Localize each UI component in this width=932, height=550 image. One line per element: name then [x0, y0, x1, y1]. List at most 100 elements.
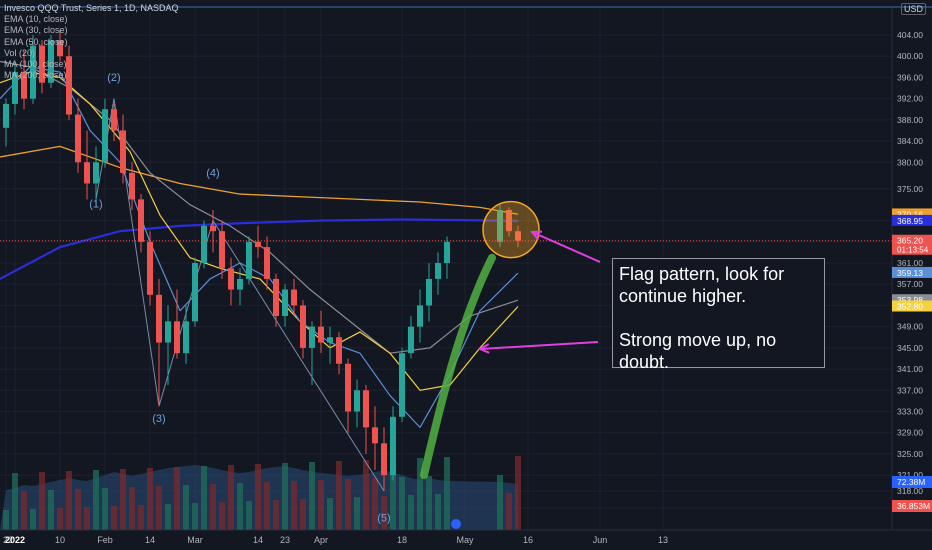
price-label: 353.98 — [897, 295, 923, 305]
indicator-ma200[interactable]: MA (200, close) — [4, 70, 67, 81]
indicator-vol[interactable]: Vol (20) — [4, 47, 36, 58]
ma100-line — [0, 145, 519, 215]
candle-body — [165, 321, 171, 343]
wave-label-2: (2) — [107, 72, 120, 84]
time-tick-label: Feb — [97, 535, 113, 545]
candle-body — [381, 443, 387, 476]
wave-label-5: (5) — [377, 512, 390, 524]
wave-label-4: (4) — [206, 168, 219, 180]
candle-body — [192, 263, 198, 322]
candle-body — [111, 109, 117, 131]
volume-bar — [192, 503, 198, 530]
candle-body — [66, 56, 72, 115]
price-label: 359.13 — [897, 268, 923, 278]
volume-bar — [426, 476, 432, 530]
volume-bar — [506, 493, 512, 530]
candle-body — [120, 130, 126, 173]
indicator-ema10[interactable]: EMA (10, close) — [4, 14, 68, 25]
price-label: 370.16 — [897, 209, 923, 219]
price-tick-label: 341.00 — [897, 364, 923, 374]
volume-bar — [282, 463, 288, 530]
price-tick-label: 337.00 — [897, 385, 923, 395]
wave-label-3: (3) — [152, 413, 165, 425]
volume-bar — [30, 509, 36, 530]
volume-bar — [174, 467, 180, 530]
candle-body — [435, 263, 441, 279]
trend-highlight — [420, 253, 496, 480]
volume-bar — [291, 481, 297, 530]
price-tick-label: 321.00 — [897, 470, 923, 480]
volume-bar — [497, 475, 503, 530]
volume-bar — [318, 480, 324, 530]
volume-bar — [399, 477, 405, 530]
time-tick-label: 22 — [3, 535, 13, 545]
price-tick-label: 357.00 — [897, 279, 923, 289]
annotation-box[interactable]: Flag pattern, look for continue higher. … — [612, 258, 825, 372]
volume-bar — [381, 496, 387, 530]
candle-body — [201, 225, 207, 264]
candle-body — [327, 337, 333, 343]
volume-bar — [120, 469, 126, 530]
volume-bar — [363, 460, 369, 530]
price-tick-label: 318.00 — [897, 486, 923, 496]
candle-body — [75, 114, 81, 163]
volume-bar — [75, 489, 81, 530]
time-tick-label: 18 — [397, 535, 407, 545]
price-label: 352.80 — [897, 301, 923, 311]
volume-bar — [408, 495, 414, 530]
candle-body — [515, 231, 521, 241]
candle-body — [48, 40, 54, 83]
time-tick-label: Jun — [593, 535, 608, 545]
volume-label-bg — [892, 476, 932, 488]
price-tick-label: 345.00 — [897, 343, 923, 353]
ma200-line — [0, 218, 519, 280]
volume-bar — [183, 485, 189, 530]
price-tick-label: 388.00 — [897, 115, 923, 125]
candle-body — [318, 326, 324, 343]
price-label-bg — [892, 214, 932, 226]
volume-bar — [3, 510, 9, 530]
candle-body — [147, 241, 153, 295]
volume-bar — [246, 501, 252, 530]
price-label-bg — [892, 266, 932, 278]
volume-bar — [21, 491, 27, 530]
candle-body — [372, 427, 378, 444]
candle-body — [21, 72, 27, 99]
price-tick-label: 380.00 — [897, 157, 923, 167]
volume-bar — [111, 506, 117, 530]
volume-bar — [219, 502, 225, 530]
volume-bar — [390, 459, 396, 530]
volume-bar — [515, 456, 521, 530]
ema10-line — [0, 66, 519, 428]
currency-badge[interactable]: USD — [900, 3, 926, 15]
candle-body — [39, 45, 45, 83]
highlight-circle — [482, 200, 540, 259]
time-tick-label: Mar — [187, 535, 203, 545]
price-tick-label: 329.00 — [897, 428, 923, 438]
volume-bar — [156, 486, 162, 530]
arrow-to-flag-head — [529, 230, 543, 241]
candle-body — [129, 172, 135, 200]
volume-bar — [255, 464, 261, 530]
candle-body — [84, 162, 90, 184]
symbol-title: Invesco QQQ Trust, Series 1, 1D, NASDAQ — [4, 3, 179, 13]
chart-legend: Invesco QQQ Trust, Series 1, 1D, NASDAQ … — [4, 3, 179, 81]
volume-bar — [273, 500, 279, 530]
candle-body — [57, 40, 63, 57]
volume-bar — [354, 497, 360, 530]
indicator-ema50[interactable]: EMA (50, close) — [4, 36, 68, 47]
candle-body — [390, 416, 396, 476]
volume-bar — [84, 507, 90, 530]
volume-bar — [435, 494, 441, 530]
volume-bar — [147, 468, 153, 530]
volume-bar — [39, 472, 45, 530]
candle-body — [291, 289, 297, 306]
volume-bar — [210, 484, 216, 530]
indicator-ma100[interactable]: MA (100, close) — [4, 59, 67, 70]
volume-bar — [102, 488, 108, 530]
candle-body — [282, 289, 288, 317]
indicator-ema30[interactable]: EMA (30, close) — [4, 25, 68, 36]
volume-bar — [345, 479, 351, 530]
ema30-line — [0, 71, 519, 391]
